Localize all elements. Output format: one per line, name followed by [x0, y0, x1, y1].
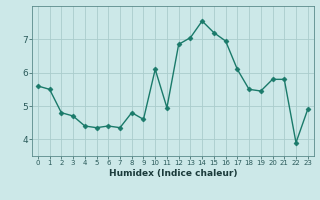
X-axis label: Humidex (Indice chaleur): Humidex (Indice chaleur) — [108, 169, 237, 178]
